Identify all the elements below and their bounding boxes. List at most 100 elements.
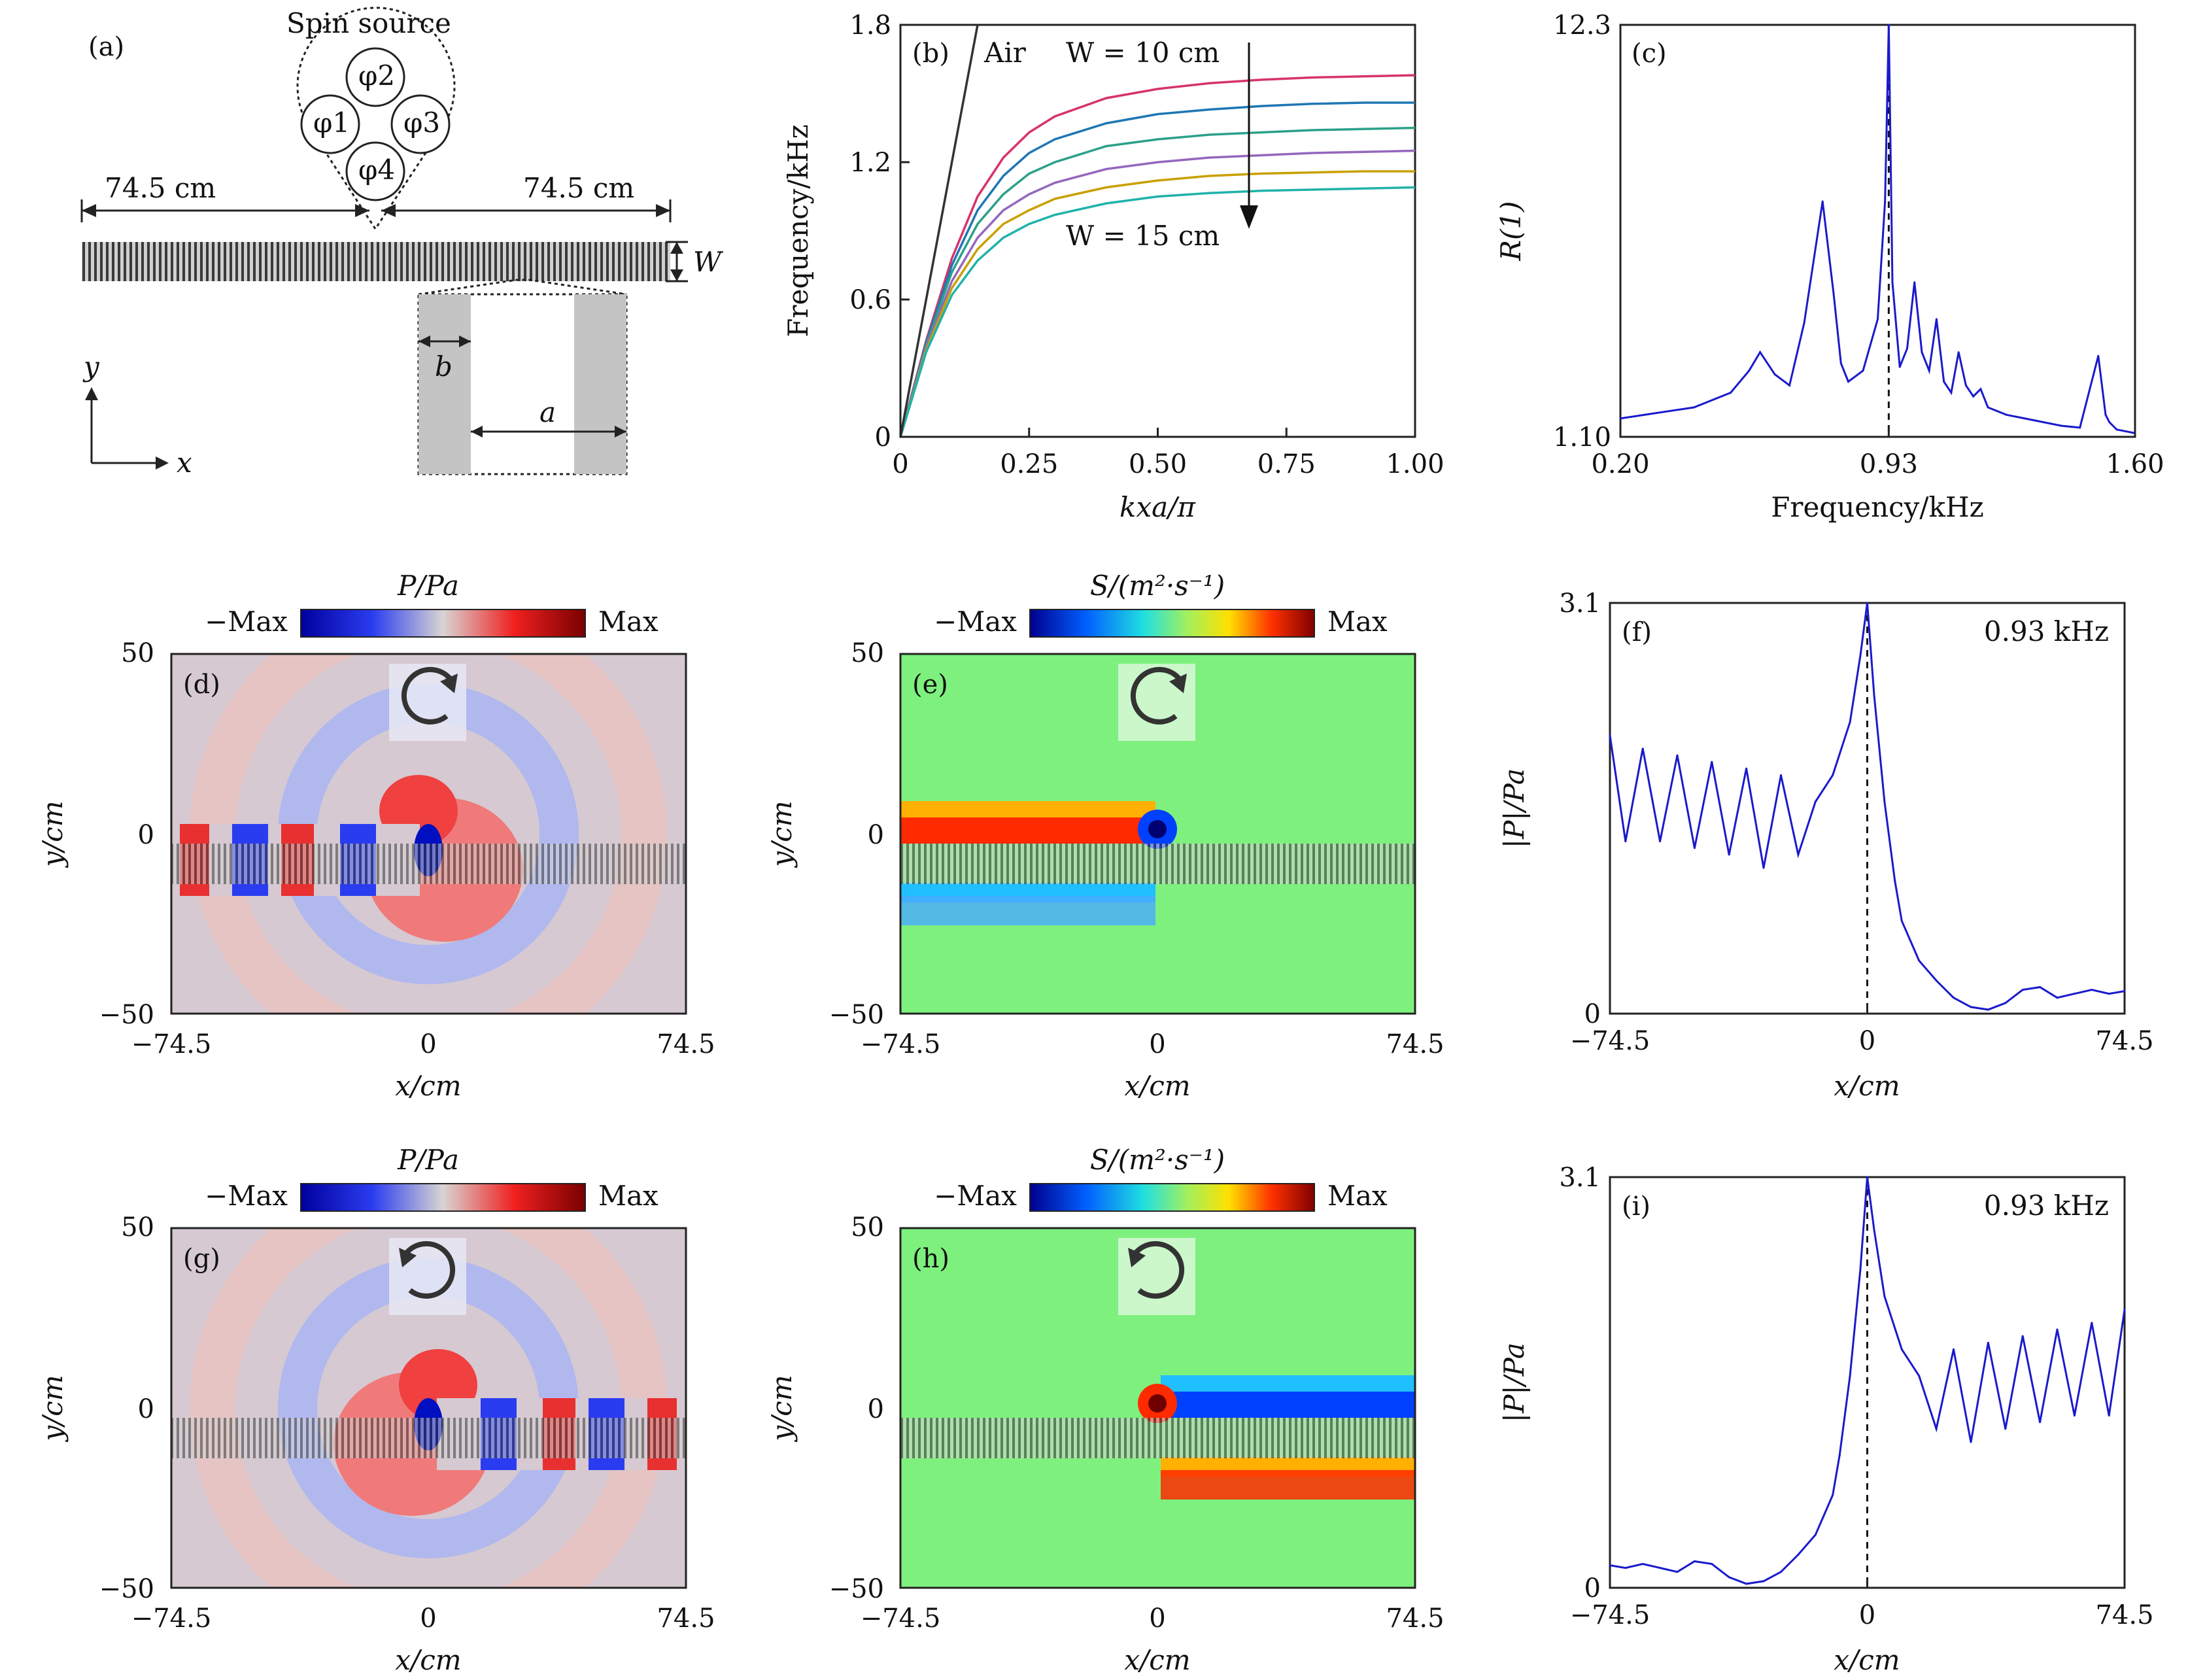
panel-h-ylabel: y/cm — [766, 1375, 798, 1442]
data-point — [1847, 381, 1850, 383]
data-point — [1656, 411, 1658, 414]
panel-h-xtick: −74.5 — [861, 1603, 941, 1634]
panel-e-xtick: −74.5 — [861, 1029, 941, 1059]
data-point — [1814, 800, 1817, 803]
x-axis-symbol: x — [177, 447, 192, 479]
data-point — [1884, 200, 1887, 203]
panel-d-ytick: 0 — [138, 820, 154, 850]
y-tick-label: 0 — [1584, 999, 1601, 1029]
data-point — [2039, 1421, 2042, 1424]
data-point — [1745, 1583, 1748, 1585]
phi3-label: φ3 — [403, 107, 440, 139]
panel-h-cbmax: Max — [1327, 1180, 1388, 1212]
data-point — [1641, 747, 1644, 750]
data-point — [1839, 362, 1842, 364]
panel-b-xticks: 0 0.25 0.50 0.75 1.00 — [892, 428, 1444, 479]
panel-h-label: (h) — [912, 1244, 949, 1274]
data-point — [1609, 1564, 1611, 1567]
panel-e-ytick: −50 — [829, 1000, 884, 1030]
panel-e-xtick: 0 — [1149, 1029, 1165, 1059]
data-point — [1957, 351, 1960, 354]
data-point — [1866, 1176, 1868, 1178]
panel-f-curve — [1609, 602, 2126, 1014]
panel-d-ytick: 50 — [121, 638, 154, 668]
panel-h-xtick: 0 — [1149, 1603, 1165, 1634]
x-tick-label: 1.00 — [1386, 449, 1444, 479]
panel-d-ylabel: y/cm — [37, 800, 69, 868]
dispersion-curve-2 — [899, 126, 1416, 437]
data-point — [1877, 318, 1879, 320]
spin-source-outline — [296, 7, 456, 231]
panel-h-rotation-icon — [1132, 1241, 1185, 1299]
data-point — [2073, 1414, 2076, 1417]
panel-g-xlabel: x/cm — [395, 1644, 461, 1676]
panel-a-label: (a) — [88, 32, 124, 62]
data-point — [2123, 1309, 2126, 1311]
data-point — [1887, 24, 1890, 26]
x-tick-label: 0 — [1859, 1026, 1875, 1056]
w10-label: W = 10 cm — [1066, 37, 1220, 69]
series-line — [1609, 1176, 2126, 1585]
data-point — [2023, 417, 2026, 420]
data-point — [2005, 413, 2008, 416]
panel-h-ytick: 0 — [868, 1394, 884, 1424]
panel-b: 0 0.25 0.50 0.75 1.00 0 0.6 1.2 1.8 (b) Air W =… — [782, 10, 1444, 523]
x-tick-label: 0.25 — [1000, 449, 1058, 479]
data-point — [2056, 1328, 2059, 1331]
panel-f-xlabel: x/cm — [1834, 1070, 1900, 1102]
data-point — [1964, 384, 1967, 386]
data-point — [1970, 1441, 1972, 1443]
data-point — [1987, 406, 1989, 409]
x-tick-label: −74.5 — [1570, 1600, 1650, 1630]
panel-f-annotation: 0.93 kHz — [1984, 615, 2109, 647]
data-point — [1711, 761, 1713, 763]
y-tick-label: 0 — [1584, 1573, 1601, 1603]
data-point — [2097, 354, 2100, 357]
data-point — [1759, 351, 1762, 354]
panel-c-yticks: 1.10 12.3 — [1553, 10, 1630, 453]
panel-e-cbmin: −Max — [934, 606, 1017, 638]
x-tick-label: 0 — [1859, 1600, 1875, 1630]
panel-e-frame — [899, 653, 1416, 1015]
data-point — [1773, 373, 1776, 375]
panel-h-xlabel: x/cm — [1124, 1644, 1190, 1676]
b-label: b — [435, 351, 453, 383]
panel-c-ylabel: R(1) — [1495, 201, 1527, 261]
data-point — [1894, 880, 1896, 882]
y-tick-label: 0.6 — [849, 285, 891, 315]
data-point — [1728, 853, 1730, 856]
data-point — [2056, 997, 2059, 999]
panel-h-ytick: 50 — [851, 1212, 884, 1243]
panel-g-ylabel: y/cm — [37, 1375, 69, 1442]
panel-f-xticks: −74.5 0 74.5 — [1570, 1004, 2154, 1056]
panel-f-ylabel: |P|/Pa — [1498, 768, 1530, 848]
data-point — [1641, 1563, 1644, 1566]
panel-c-frame — [1619, 24, 2136, 438]
data-point — [1906, 347, 1908, 350]
panel-i-xticks: −74.5 0 74.5 — [1570, 1579, 2154, 1630]
panel-g-cbmin: −Max — [205, 1180, 288, 1212]
panel-d-xlabel: x/cm — [395, 1070, 461, 1102]
panel-h-cbmin: −Max — [934, 1180, 1017, 1212]
y-tick-label: 1.2 — [849, 148, 891, 178]
y-tick-label: 12.3 — [1553, 10, 1611, 41]
air-label: Air — [983, 37, 1027, 69]
data-point — [2004, 1428, 2007, 1430]
panel-e-title: S/(m²·s⁻¹) — [1090, 570, 1225, 602]
data-point — [1918, 959, 1921, 962]
panel-g-rotation-icon — [403, 1241, 456, 1299]
width-label: W — [693, 246, 724, 278]
panel-i-yticks: 03.1 — [1559, 1163, 1619, 1603]
panel-e-xlabel: x/cm — [1124, 1070, 1190, 1102]
panel-g-title: P/Pa — [397, 1144, 459, 1176]
dispersion-curve-4 — [899, 170, 1415, 437]
panel-a: (a) Spin source φ2 φ1 φ3 φ4 74.5 cm 74.5… — [80, 7, 724, 479]
y-tick-label: 3.1 — [1559, 589, 1601, 619]
data-point — [1730, 392, 1732, 394]
data-point — [1797, 1553, 1800, 1556]
w15-label: W = 15 cm — [1066, 220, 1220, 252]
x-tick-label: 0 — [892, 449, 908, 479]
x-tick-label: 1.60 — [2106, 449, 2164, 479]
data-point — [2021, 989, 2024, 991]
